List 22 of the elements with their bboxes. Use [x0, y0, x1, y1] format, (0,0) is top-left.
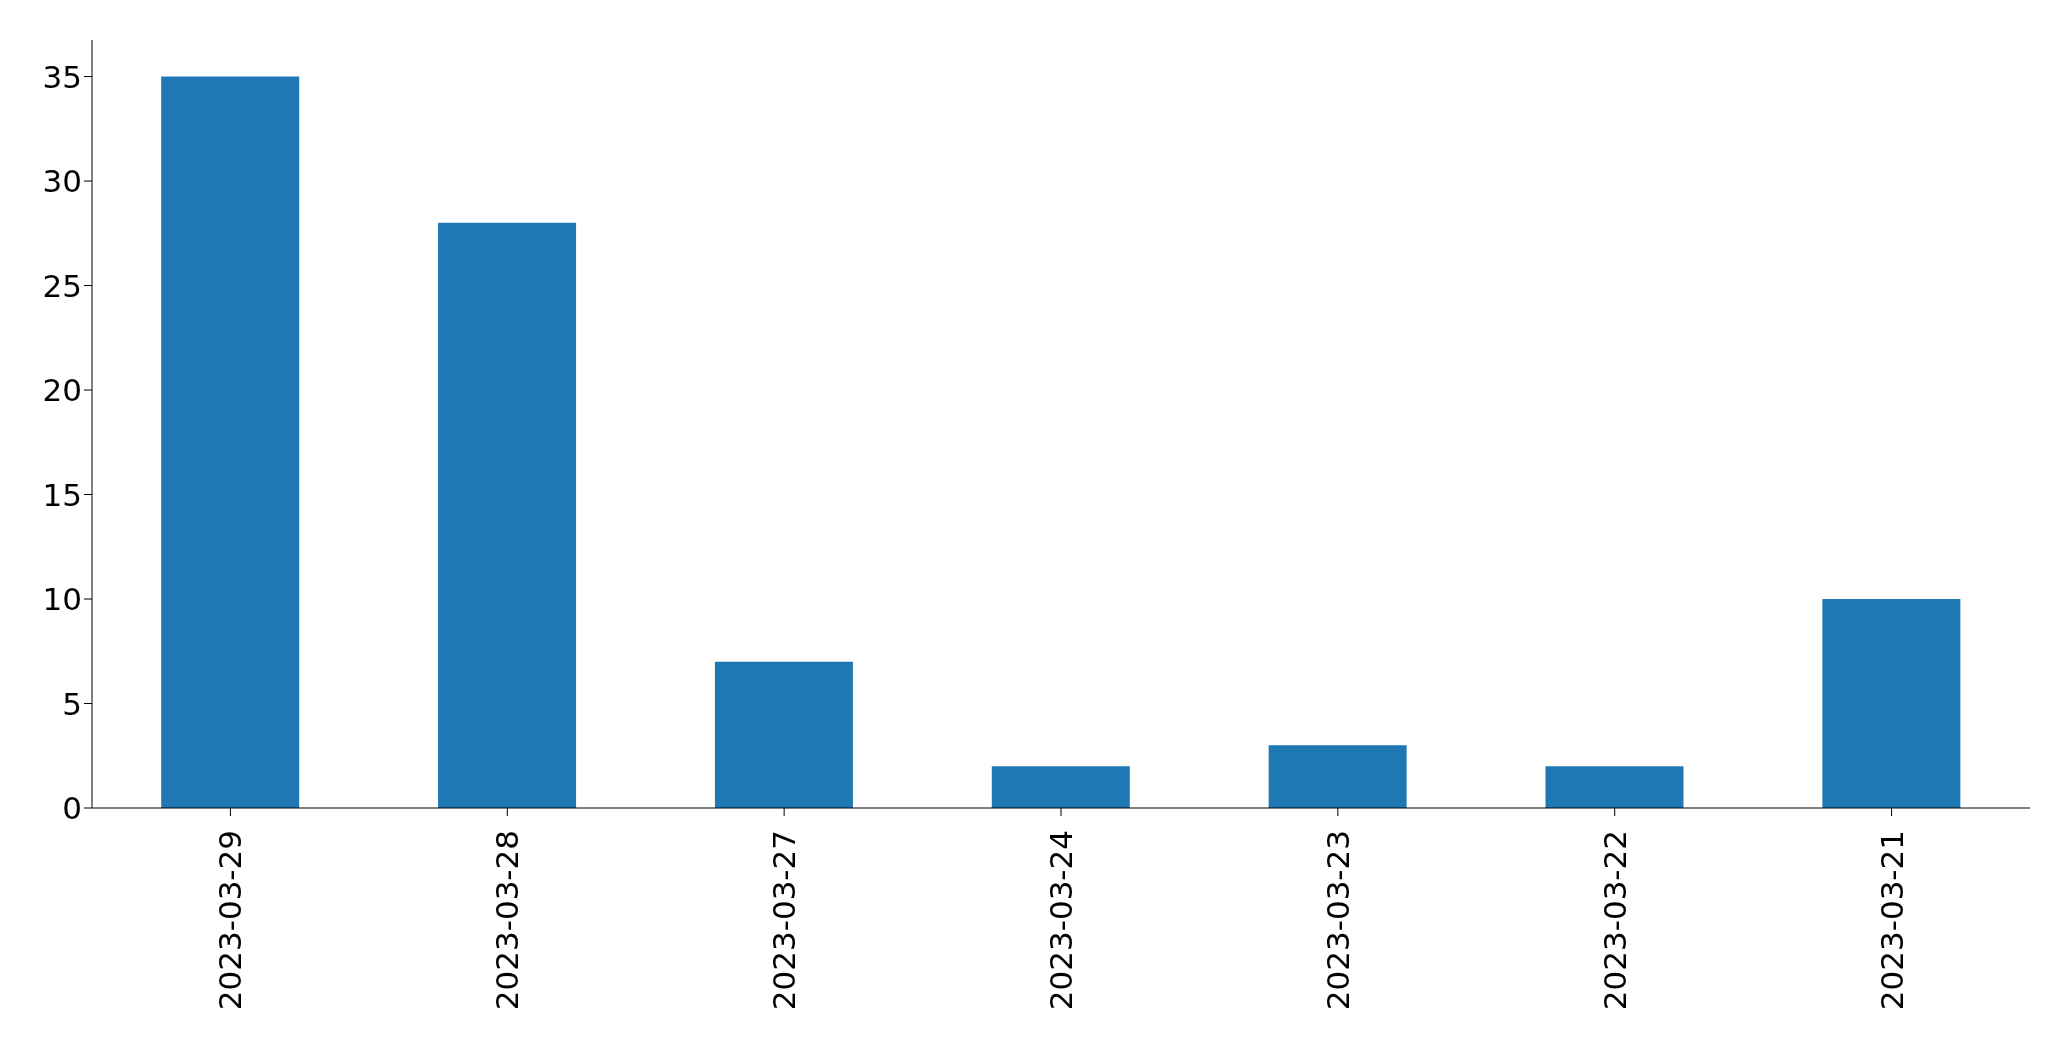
- x-tick-label: 2023-03-21: [1873, 830, 1910, 1011]
- x-tick-label: 2023-03-24: [1043, 830, 1079, 1011]
- bar: [1268, 745, 1407, 808]
- y-tick-label: 25: [42, 267, 82, 304]
- y-tick-label: 30: [42, 163, 82, 200]
- y-tick-label: 5: [62, 685, 82, 722]
- bar: [438, 222, 577, 808]
- bar: [1822, 599, 1961, 808]
- bar: [161, 76, 300, 808]
- x-tick-label: 2023-03-27: [766, 830, 803, 1011]
- x-tick-label: 2023-03-22: [1596, 830, 1633, 1011]
- bar: [991, 766, 1130, 808]
- x-tick-label: 2023-03-23: [1319, 830, 1356, 1011]
- bar: [714, 661, 853, 808]
- y-tick-label: 15: [42, 476, 82, 513]
- y-tick-label: 35: [42, 58, 82, 95]
- bar: [1545, 766, 1684, 808]
- y-tick-label: 0: [62, 790, 82, 827]
- x-tick-label: 2023-03-28: [489, 830, 526, 1011]
- y-tick-label: 10: [42, 581, 82, 618]
- x-tick-label: 2023-03-29: [212, 830, 249, 1011]
- y-tick-label: 20: [42, 372, 82, 409]
